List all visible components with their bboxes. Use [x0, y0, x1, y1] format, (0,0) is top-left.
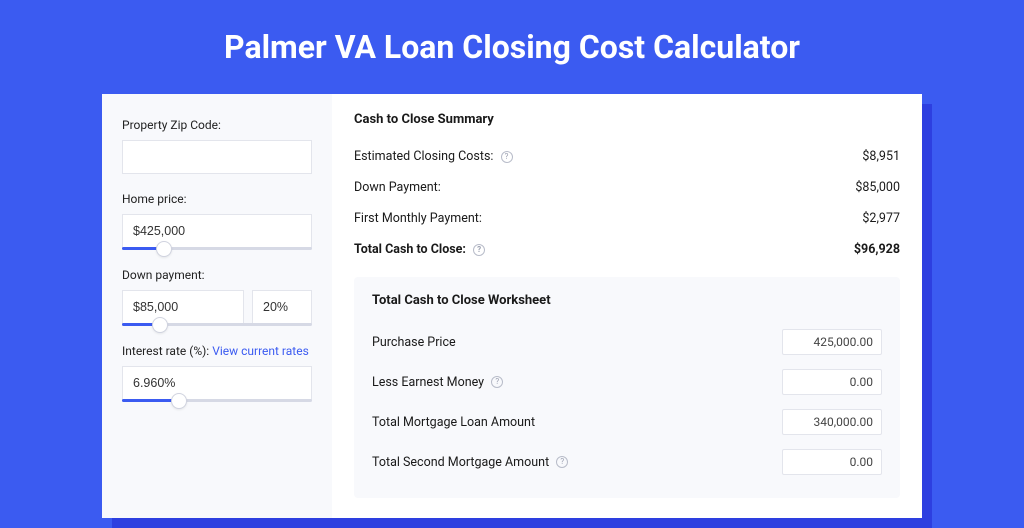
summary-total-label: Total Cash to Close:	[354, 242, 466, 257]
interest-rate-label: Interest rate (%): View current rates	[122, 344, 312, 358]
summary-row-value: $8,951	[862, 149, 900, 164]
worksheet-row-label: Purchase Price	[372, 335, 456, 350]
worksheet-row: Purchase Price 425,000.00	[372, 322, 882, 362]
down-payment-slider-thumb[interactable]	[152, 317, 168, 333]
page-title: Palmer VA Loan Closing Cost Calculator	[0, 0, 1024, 94]
summary-row-label: First Monthly Payment:	[354, 211, 482, 226]
summary-rows: Estimated Closing Costs: ? $8,951 Down Pay…	[354, 141, 900, 234]
home-price-field: Home price:	[122, 192, 312, 250]
worksheet-rows: Purchase Price 425,000.00 Less Earnest Mon…	[372, 322, 882, 482]
down-payment-percent-input[interactable]	[252, 290, 312, 324]
summary-row-label: Down Payment:	[354, 180, 441, 195]
summary-row-label: Estimated Closing Costs:	[354, 149, 493, 164]
interest-rate-slider-thumb[interactable]	[171, 393, 187, 409]
form-panel: Property Zip Code: Home price: Down paym…	[102, 94, 332, 518]
summary-total-row: Total Cash to Close: ? $96,928	[354, 234, 900, 265]
help-icon[interactable]: ?	[501, 151, 513, 163]
summary-row: Estimated Closing Costs: ? $8,951	[354, 141, 900, 172]
calculator-panel: Property Zip Code: Home price: Down paym…	[102, 94, 922, 518]
worksheet-row: Total Mortgage Loan Amount 340,000.00	[372, 402, 882, 442]
worksheet-row-label: Less Earnest Money	[372, 375, 484, 390]
results-panel: Cash to Close Summary Estimated Closing …	[332, 94, 922, 518]
help-icon[interactable]: ?	[556, 456, 568, 468]
home-price-input[interactable]	[122, 214, 312, 248]
home-price-slider-thumb[interactable]	[156, 241, 172, 257]
down-payment-slider[interactable]	[122, 323, 312, 326]
worksheet-panel: Total Cash to Close Worksheet Purchase P…	[354, 277, 900, 498]
home-price-slider[interactable]	[122, 247, 312, 250]
worksheet-row-value[interactable]: 0.00	[782, 449, 882, 475]
worksheet-title: Total Cash to Close Worksheet	[372, 293, 882, 308]
summary-row-value: $2,977	[862, 211, 900, 226]
summary-row: First Monthly Payment: $2,977	[354, 203, 900, 234]
interest-rate-label-text: Interest rate (%):	[122, 344, 209, 358]
worksheet-row-label: Total Second Mortgage Amount	[372, 455, 549, 470]
help-icon[interactable]: ?	[473, 244, 485, 256]
zip-input[interactable]	[122, 140, 312, 174]
worksheet-row-value[interactable]: 0.00	[782, 369, 882, 395]
worksheet-row-value[interactable]: 425,000.00	[782, 329, 882, 355]
calculator-container: Property Zip Code: Home price: Down paym…	[102, 94, 922, 518]
worksheet-row-value[interactable]: 340,000.00	[782, 409, 882, 435]
interest-rate-input[interactable]	[122, 366, 312, 400]
help-icon[interactable]: ?	[491, 376, 503, 388]
worksheet-row: Total Second Mortgage Amount ? 0.00	[372, 442, 882, 482]
down-payment-input[interactable]	[122, 290, 244, 324]
summary-title: Cash to Close Summary	[354, 112, 900, 127]
worksheet-row-label: Total Mortgage Loan Amount	[372, 415, 535, 430]
zip-field: Property Zip Code:	[122, 118, 312, 174]
summary-total-value: $96,928	[854, 242, 900, 257]
down-payment-field: Down payment:	[122, 268, 312, 326]
summary-row-value: $85,000	[855, 180, 900, 195]
summary-row: Down Payment: $85,000	[354, 172, 900, 203]
zip-label: Property Zip Code:	[122, 118, 312, 132]
interest-rate-field: Interest rate (%): View current rates	[122, 344, 312, 402]
home-price-label: Home price:	[122, 192, 312, 206]
view-rates-link[interactable]: View current rates	[212, 344, 309, 358]
interest-rate-slider[interactable]	[122, 399, 312, 402]
worksheet-row: Less Earnest Money ? 0.00	[372, 362, 882, 402]
down-payment-label: Down payment:	[122, 268, 312, 282]
